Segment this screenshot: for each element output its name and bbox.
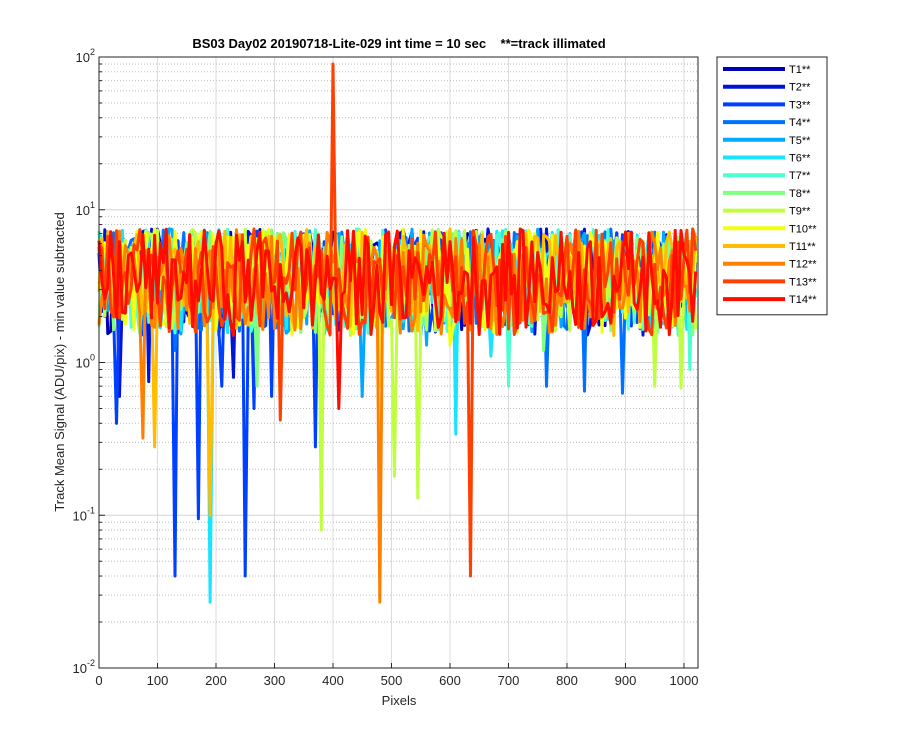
- legend-label: T7**: [789, 170, 811, 182]
- legend-label: T11**: [789, 241, 816, 253]
- legend-label: T13**: [789, 276, 817, 288]
- legend-box: [716, 56, 828, 316]
- y-tick-label-exponent: -2: [87, 658, 95, 668]
- chart-title: BS03 Day02 20190718-Lite-029 int time = …: [192, 36, 605, 51]
- y-tick-label: 101: [76, 200, 95, 218]
- legend: T1** T2** T3** T4** T5** T6** T7** T8** T9** T10*…: [716, 56, 828, 316]
- y-tick-label-exponent: -1: [87, 505, 95, 515]
- x-tick-label: 500: [381, 673, 403, 688]
- x-tick-label: 1000: [670, 673, 699, 688]
- y-tick-label-exponent: 0: [90, 353, 95, 363]
- x-tick-label: 400: [322, 673, 344, 688]
- x-tick-label: 800: [556, 673, 578, 688]
- series-line-t14: [97, 227, 698, 410]
- legend-label: T2**: [789, 82, 811, 94]
- legend-label: T8**: [789, 188, 811, 200]
- legend-label: T12**: [789, 259, 817, 271]
- y-tick-label: 102: [76, 47, 95, 65]
- y-tick-label-base: 10: [73, 508, 87, 523]
- ticks-layer: 0 100 200 300 400 500 600 700 800 900 100010-210-1…: [73, 47, 699, 688]
- x-tick-label: 700: [498, 673, 520, 688]
- y-axis-label: Track Mean Signal (ADU/pix) - min value …: [52, 212, 67, 511]
- y-tick-label: 10-2: [73, 658, 95, 676]
- y-tick-label-base: 10: [76, 356, 90, 371]
- x-tick-label: 200: [205, 673, 227, 688]
- x-tick-label: 900: [615, 673, 637, 688]
- y-tick-label-base: 10: [76, 50, 90, 65]
- legend-label: T9**: [789, 206, 811, 218]
- legend-label: T10**: [789, 223, 817, 235]
- y-tick-label: 10-1: [73, 505, 95, 523]
- legend-label: T5**: [789, 135, 811, 147]
- series-layer: [97, 62, 698, 604]
- y-tick-label-base: 10: [76, 203, 90, 218]
- legend-label: T4**: [789, 117, 811, 129]
- x-tick-label: 0: [95, 673, 102, 688]
- y-tick-label: 100: [76, 353, 95, 371]
- y-tick-label-exponent: 2: [90, 47, 95, 57]
- x-axis-label: Pixels: [382, 693, 417, 708]
- x-tick-label: 100: [147, 673, 169, 688]
- x-tick-label: 600: [439, 673, 461, 688]
- legend-label: T1**: [789, 64, 811, 76]
- y-tick-label-exponent: 1: [90, 200, 95, 210]
- legend-label: T6**: [789, 153, 811, 165]
- x-tick-label: 300: [264, 673, 286, 688]
- y-tick-label-base: 10: [73, 661, 87, 676]
- legend-label: T14**: [789, 294, 817, 306]
- series-line-t13: [97, 62, 698, 578]
- legend-label: T3**: [789, 99, 811, 111]
